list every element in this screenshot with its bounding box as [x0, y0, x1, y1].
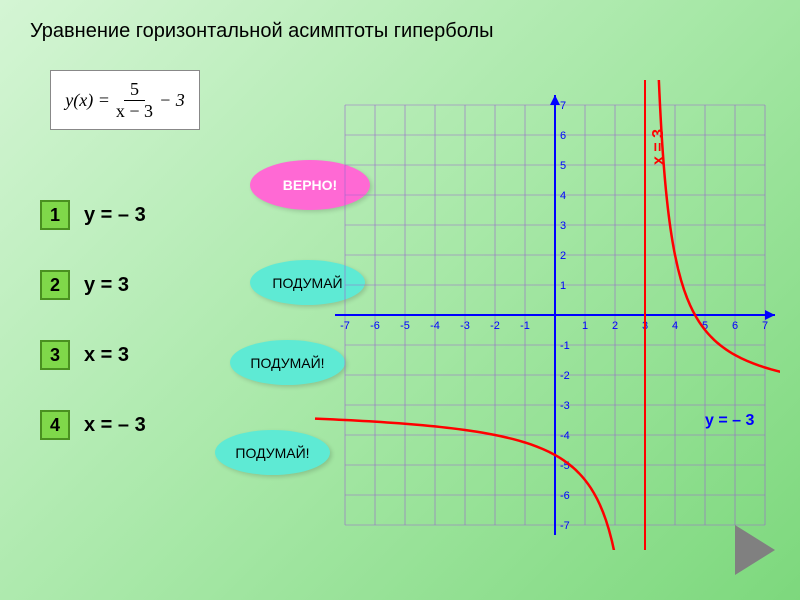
answer-text: х = 3 — [84, 344, 129, 367]
answer-list: 1 у = – 3 2 у = 3 3 х = 3 4 х = – 3 — [40, 200, 146, 440]
svg-text:-4: -4 — [560, 430, 570, 442]
eq-den: x − 3 — [114, 101, 155, 122]
svg-text:-2: -2 — [490, 320, 500, 332]
svg-text:-2: -2 — [560, 370, 570, 382]
svg-text:-4: -4 — [430, 320, 440, 332]
svg-text:7: 7 — [762, 320, 768, 332]
svg-text:-7: -7 — [560, 520, 570, 532]
svg-text:-6: -6 — [370, 320, 380, 332]
svg-text:у = – 3: у = – 3 — [705, 412, 754, 429]
page-title: Уравнение горизонтальной асимптоты гипер… — [30, 20, 494, 43]
svg-text:-3: -3 — [560, 400, 570, 412]
eq-tail: − 3 — [159, 90, 185, 111]
svg-text:-1: -1 — [560, 340, 570, 352]
answer-option-1[interactable]: 1 у = – 3 — [40, 200, 146, 230]
answer-text: х = – 3 — [84, 414, 146, 437]
svg-text:4: 4 — [672, 320, 678, 332]
svg-text:-6: -6 — [560, 490, 570, 502]
equation-box: y(x) = 5 x − 3 − 3 — [50, 70, 200, 130]
answer-number: 3 — [40, 340, 70, 370]
eq-fraction: 5 x − 3 — [114, 79, 155, 122]
svg-text:1: 1 — [560, 280, 566, 292]
answer-option-3[interactable]: 3 х = 3 — [40, 340, 146, 370]
svg-text:3: 3 — [560, 220, 566, 232]
svg-text:2: 2 — [560, 250, 566, 262]
answer-option-4[interactable]: 4 х = – 3 — [40, 410, 146, 440]
hyperbola-chart: -7-6-5-4-3-2-11234567-7-6-5-4-3-2-112345… — [290, 80, 780, 550]
svg-text:-5: -5 — [400, 320, 410, 332]
next-button[interactable] — [735, 525, 775, 575]
svg-text:-1: -1 — [520, 320, 530, 332]
answer-text: у = 3 — [84, 274, 129, 297]
answer-text: у = – 3 — [84, 204, 146, 227]
svg-text:1: 1 — [582, 320, 588, 332]
svg-text:-7: -7 — [340, 320, 350, 332]
answer-option-2[interactable]: 2 у = 3 — [40, 270, 146, 300]
svg-text:-3: -3 — [460, 320, 470, 332]
svg-text:6: 6 — [560, 130, 566, 142]
svg-text:7: 7 — [560, 100, 566, 112]
answer-number: 4 — [40, 410, 70, 440]
answer-number: 2 — [40, 270, 70, 300]
svg-text:2: 2 — [612, 320, 618, 332]
svg-text:6: 6 — [732, 320, 738, 332]
eq-lhs: y(x) = — [65, 90, 110, 111]
svg-text:4: 4 — [560, 190, 566, 202]
svg-text:5: 5 — [560, 160, 566, 172]
eq-num: 5 — [124, 79, 145, 101]
answer-number: 1 — [40, 200, 70, 230]
